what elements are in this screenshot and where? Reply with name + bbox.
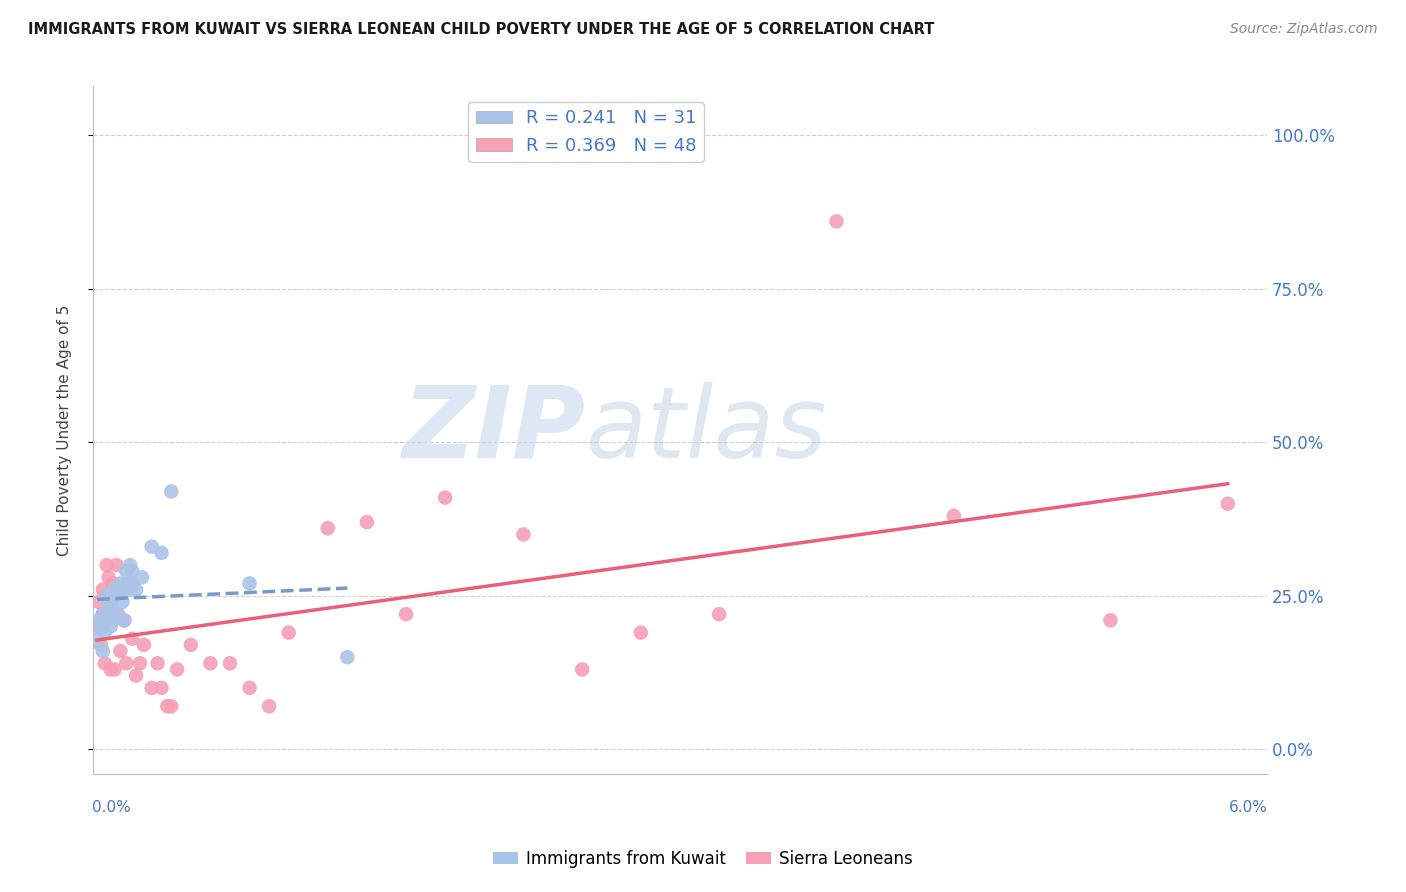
Point: [91, 582, 114, 597]
Point: [91, 607, 114, 622]
Point: [90, 619, 112, 633]
Point: [96, 589, 118, 603]
Point: [395, 607, 418, 622]
Point: [107, 607, 129, 622]
Point: [110, 576, 132, 591]
Point: [512, 527, 534, 541]
Point: [111, 582, 134, 597]
Point: [117, 576, 139, 591]
Point: [101, 607, 124, 622]
Point: [112, 613, 135, 627]
Point: [160, 484, 183, 499]
Text: IMMIGRANTS FROM KUWAIT VS SIERRA LEONEAN CHILD POVERTY UNDER THE AGE OF 5 CORREL: IMMIGRANTS FROM KUWAIT VS SIERRA LEONEAN…: [28, 22, 935, 37]
Point: [87, 595, 110, 609]
Point: [356, 515, 378, 529]
Point: [825, 214, 848, 228]
Point: [219, 657, 242, 671]
Point: [120, 558, 142, 573]
Legend: R = 0.241   N = 31, R = 0.369   N = 48: R = 0.241 N = 31, R = 0.369 N = 48: [468, 103, 704, 161]
Point: [115, 657, 138, 671]
Point: [571, 662, 593, 676]
Point: [100, 595, 122, 609]
Point: [91, 644, 114, 658]
Point: [105, 607, 128, 622]
Point: [100, 619, 122, 633]
Y-axis label: Child Poverty Under the Age of 5: Child Poverty Under the Age of 5: [58, 304, 72, 556]
Point: [101, 576, 124, 591]
Point: [316, 521, 339, 535]
Point: [125, 668, 148, 682]
Point: [96, 607, 118, 622]
Point: [90, 638, 112, 652]
Point: [707, 607, 730, 622]
Point: [200, 657, 222, 671]
Point: [132, 638, 155, 652]
Point: [238, 576, 260, 591]
Point: [94, 625, 117, 640]
Point: [97, 570, 120, 584]
Point: [101, 601, 124, 615]
Point: [942, 508, 965, 523]
Legend: Immigrants from Kuwait, Sierra Leoneans: Immigrants from Kuwait, Sierra Leoneans: [486, 844, 920, 875]
Point: [103, 582, 125, 597]
Point: [121, 632, 143, 646]
Point: [94, 657, 117, 671]
Point: [105, 558, 128, 573]
Point: [115, 564, 138, 578]
Point: [141, 681, 163, 695]
Text: Source: ZipAtlas.com: Source: ZipAtlas.com: [1230, 22, 1378, 37]
Point: [1216, 497, 1239, 511]
Point: [125, 582, 148, 597]
Point: [110, 644, 132, 658]
Point: [86, 632, 108, 646]
Point: [141, 540, 163, 554]
Point: [96, 558, 118, 573]
Point: [146, 657, 169, 671]
Point: [97, 595, 120, 609]
Text: 6.0%: 6.0%: [1229, 799, 1268, 814]
Point: [150, 681, 173, 695]
Text: 0.0%: 0.0%: [91, 799, 131, 814]
Point: [1099, 613, 1122, 627]
Point: [91, 607, 114, 622]
Point: [166, 662, 188, 676]
Point: [121, 564, 143, 578]
Point: [156, 699, 179, 714]
Point: [129, 657, 152, 671]
Text: atlas: atlas: [586, 382, 828, 479]
Point: [105, 589, 128, 603]
Point: [160, 699, 183, 714]
Point: [238, 681, 260, 695]
Point: [434, 491, 457, 505]
Point: [150, 546, 173, 560]
Point: [117, 582, 139, 597]
Point: [107, 582, 129, 597]
Point: [86, 619, 108, 633]
Point: [112, 613, 135, 627]
Point: [111, 595, 134, 609]
Point: [180, 638, 202, 652]
Point: [336, 650, 359, 665]
Text: ZIP: ZIP: [404, 382, 586, 479]
Point: [121, 576, 143, 591]
Point: [87, 613, 110, 627]
Point: [277, 625, 299, 640]
Point: [103, 662, 125, 676]
Point: [100, 662, 122, 676]
Point: [131, 570, 153, 584]
Point: [630, 625, 652, 640]
Point: [257, 699, 280, 714]
Point: [101, 613, 124, 627]
